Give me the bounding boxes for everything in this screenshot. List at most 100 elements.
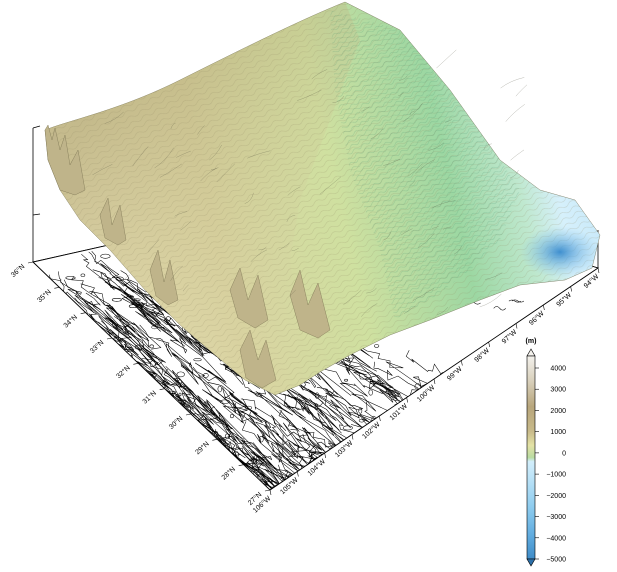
surface-contour-line [431, 200, 456, 209]
floor-contour-ring [259, 436, 264, 443]
lat-tick-label: 34°N [62, 313, 79, 329]
floor-contour-line [511, 299, 525, 303]
floor-contour-line [373, 361, 420, 396]
surface-contour-line [361, 303, 378, 317]
floor-contour-ring [344, 378, 349, 382]
colorbar-tick-label: −2000 [546, 493, 566, 500]
surface-contour-line [510, 149, 525, 161]
surface-contour-line [415, 159, 435, 175]
floor-contour-ring [213, 430, 219, 437]
lat-tick [27, 261, 34, 264]
surface-contour-line [286, 215, 296, 222]
floor-contour-line [150, 365, 221, 425]
surface-contour-line [402, 103, 423, 123]
surface-contour-line [291, 247, 299, 252]
colorbar-ticks: 4000 3000 2000 1000 0 −1000 −2000 −3000 −4000 −50… [535, 366, 566, 564]
floor-contour-line [180, 361, 244, 424]
colorbar-tick-label: −3000 [546, 514, 566, 521]
lat-tick-label: 36°N [9, 263, 26, 279]
floor-contour-ring [369, 380, 379, 385]
floor-contour-ring [347, 366, 351, 372]
floor-contour-ring [217, 385, 222, 393]
colorbar-tick-label: 2000 [550, 408, 566, 415]
surface-contour-line [211, 167, 219, 170]
colorbar-bottom-arrow [526, 558, 536, 567]
surface-contour-line [278, 243, 290, 251]
surface-contour-line [92, 164, 113, 176]
surface-contour-line [409, 110, 416, 116]
floor-contour-ring [414, 383, 422, 390]
surface-contour-line [515, 84, 528, 97]
floor-contour-ring [165, 316, 171, 321]
surface-contour-line [479, 293, 502, 308]
lat-tick [80, 312, 86, 314]
lat-tick-label: 31°N [141, 389, 158, 405]
terrain-surface [44, 1, 601, 396]
lat-tick [212, 439, 218, 441]
surface-contour-line [432, 225, 439, 229]
surface-contour-line [404, 305, 416, 314]
lat-tick [106, 337, 113, 340]
floor-contour-ring [342, 425, 353, 431]
floor-contour-ring [224, 433, 231, 440]
lat-tick-label: 28°N [220, 465, 237, 481]
lat-tick [54, 287, 60, 289]
floor-contour-ring [220, 438, 226, 445]
ridge-spikes [44, 124, 331, 389]
floor-contour-line [156, 339, 244, 419]
surface-contour-line [343, 290, 362, 305]
floor-contour-line [227, 431, 286, 484]
lat-tick-label: 29°N [194, 440, 211, 456]
floor-contour-line [107, 316, 194, 393]
surface-contour-line [453, 245, 462, 255]
surface-contour-line [412, 288, 434, 301]
surface-contour-line [174, 211, 188, 217]
floor-contour-ring [80, 273, 86, 277]
floor-contour-ring [314, 392, 320, 399]
lon-tick [597, 267, 600, 274]
floor-contour-ring [314, 403, 318, 410]
floor-contour-line [74, 297, 166, 383]
floor-contour-line [144, 369, 222, 442]
surface-contour-line [443, 226, 452, 230]
floor-contour-ring [358, 408, 363, 414]
floor-contour-ring [178, 392, 182, 397]
lon-tick [269, 489, 272, 496]
surface-contour-line [370, 127, 384, 140]
surface-contour-line [505, 104, 525, 122]
surface-contour-line [247, 150, 271, 159]
surface-contour-line [383, 158, 401, 166]
floor-contour-line [241, 421, 299, 475]
floor-contour-line [242, 398, 300, 459]
floor-contour-ring [235, 451, 239, 458]
floor-contour-line [405, 350, 443, 378]
surface-contour-line [332, 95, 345, 103]
lat-tick-label: 33°N [88, 339, 105, 355]
floor-contour-line [85, 292, 175, 380]
floor-contour-line [112, 326, 179, 386]
floor-contour-line [180, 385, 272, 466]
surface-contour-line [209, 144, 222, 161]
surface-contour-line [383, 232, 392, 241]
colorbar-tick-label: 3000 [550, 387, 566, 394]
lat-tick [133, 363, 139, 365]
floor-contour-line [88, 251, 165, 315]
floor-contour-ring [150, 360, 156, 367]
surface-contour-line [170, 122, 176, 130]
floor-contour-ring [245, 405, 253, 410]
elevation-colorbar: (m) 4000 3000 2000 1000 0 −1000 −2000 −3000 −400… [526, 338, 566, 567]
surface-contour-line [120, 274, 131, 284]
surface-contour-line [485, 272, 503, 280]
lon-tick [433, 378, 436, 385]
floor-contour-line [98, 277, 173, 334]
surface-contour-line [319, 176, 342, 195]
lon-tick [406, 397, 408, 403]
lat-tick-label: 30°N [167, 415, 184, 431]
floor-contour-line [139, 324, 236, 407]
lon-tick [488, 341, 490, 348]
surface-contour-line [510, 170, 519, 179]
surface-contour-line [361, 106, 370, 112]
lon-tick [324, 452, 326, 459]
floor-contour-line [141, 302, 205, 356]
floor-contour-line [63, 279, 149, 355]
